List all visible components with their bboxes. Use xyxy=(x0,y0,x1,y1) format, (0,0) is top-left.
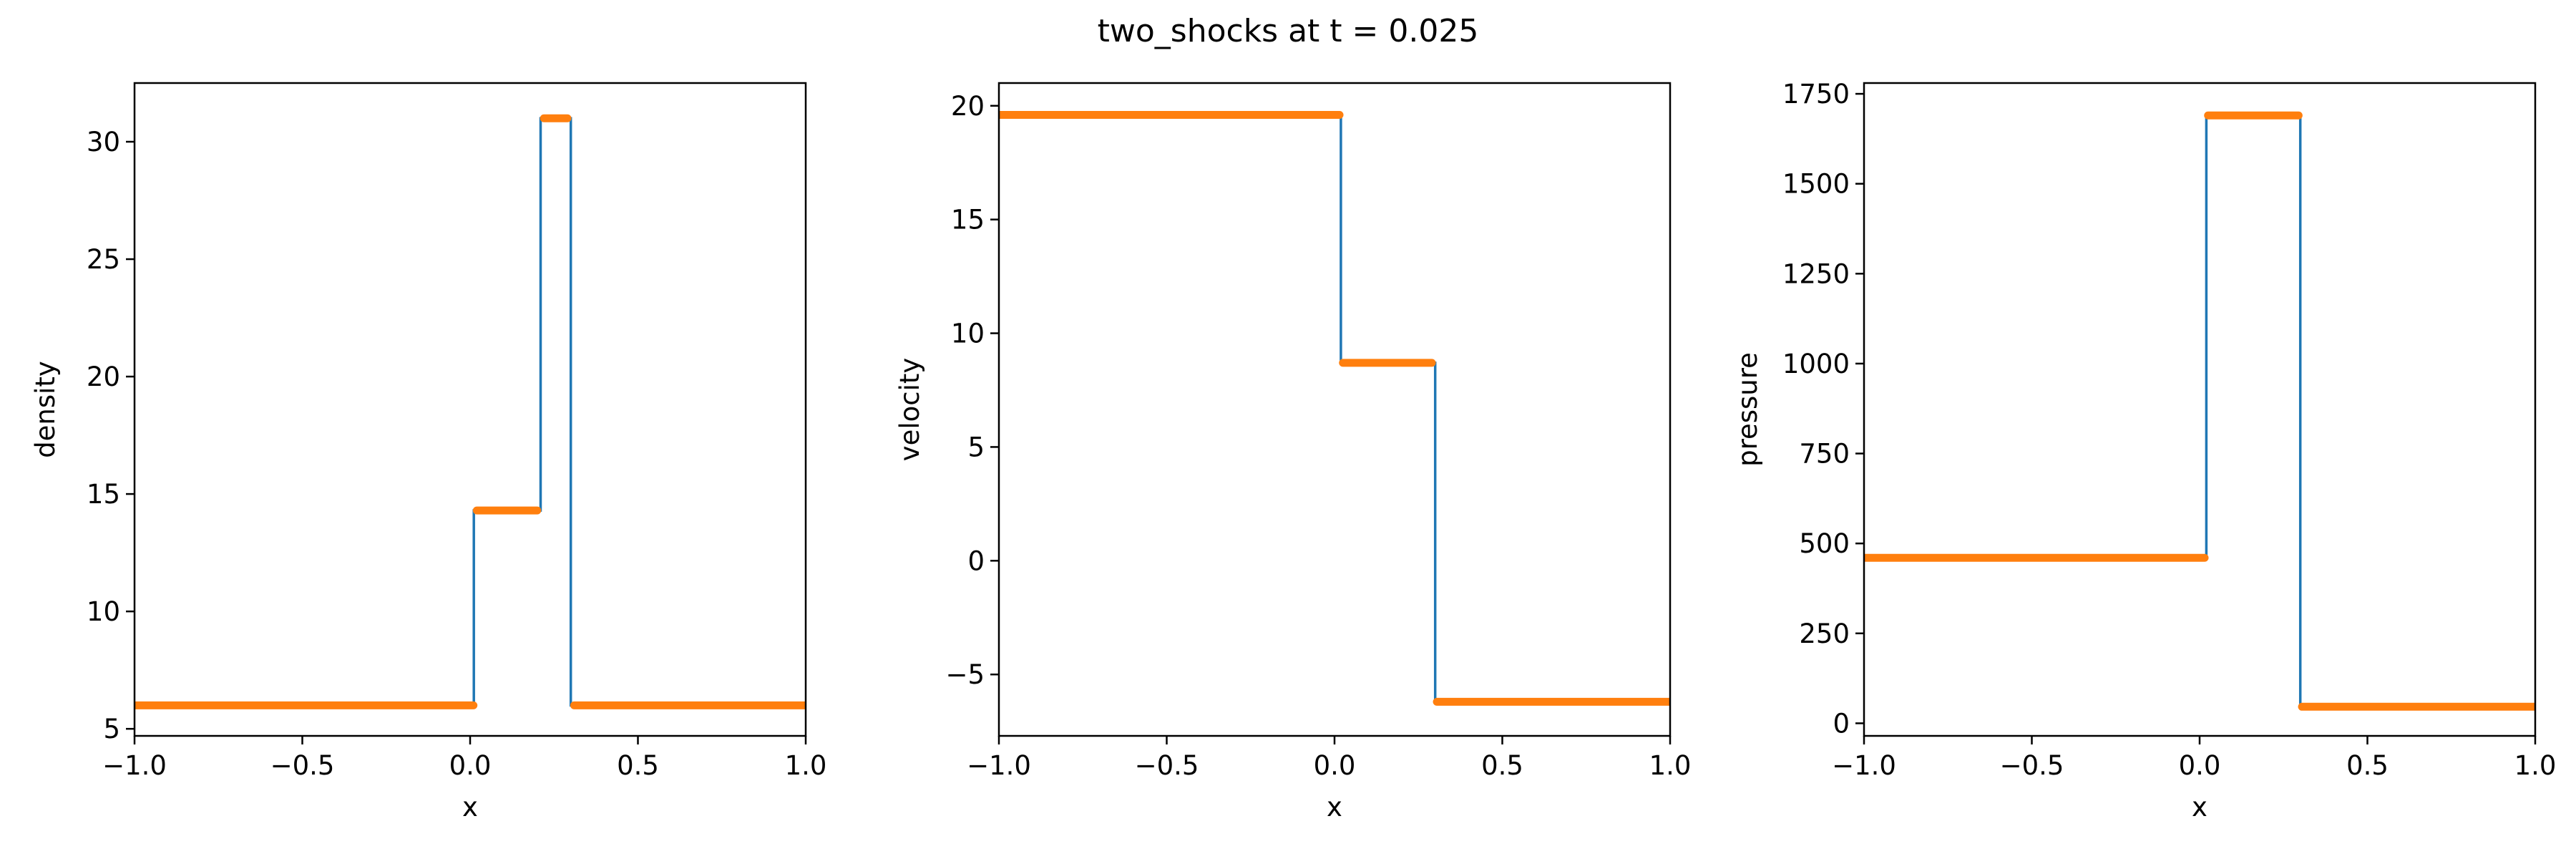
pressure-ytick-label-5: 1250 xyxy=(1782,258,1850,289)
velocity-ytick-label-4: 15 xyxy=(951,205,985,236)
velocity-ytick-label-1: 0 xyxy=(967,545,985,576)
density-exact-solution-line xyxy=(135,117,806,707)
density-xtick-label-4: 1.0 xyxy=(785,750,827,781)
velocity-xtick-label-4: 1.0 xyxy=(1649,750,1692,781)
figure-title: two_shocks at t = 0.025 xyxy=(1098,13,1479,49)
pressure-ytick-label-4: 1000 xyxy=(1782,349,1850,379)
velocity-axes-frame xyxy=(997,82,1672,737)
pressure-xtick-label-1: −0.5 xyxy=(2000,750,2064,781)
density-ytick-label-0: 5 xyxy=(103,714,120,744)
pressure-xtick-label-2: 0.0 xyxy=(2179,750,2221,781)
density-xtick-label-0: −1.0 xyxy=(102,750,167,781)
pressure-ytick-label-2: 500 xyxy=(1799,528,1850,559)
density-y-axis-label: density xyxy=(30,361,61,458)
velocity-y-axis-label: velocity xyxy=(894,358,925,462)
pressure-ytick-label-6: 1500 xyxy=(1782,169,1850,200)
velocity-ytick-label-5: 20 xyxy=(951,91,985,122)
density-x-axis-label: x xyxy=(462,792,478,822)
density-ytick-label-2: 15 xyxy=(87,479,120,510)
density-xtick-label-3: 0.5 xyxy=(617,750,659,781)
velocity-xtick-label-3: 0.5 xyxy=(1481,750,1523,781)
density-ytick-label-4: 25 xyxy=(87,244,120,275)
pressure-ytick-label-1: 250 xyxy=(1799,618,1850,649)
velocity-ytick-label-2: 5 xyxy=(967,432,985,462)
density-xtick-label-1: −0.5 xyxy=(270,750,335,781)
density-ytick-label-3: 20 xyxy=(87,361,120,392)
pressure-plot-area xyxy=(1864,111,2535,711)
velocity-ytick-label-0: −5 xyxy=(945,659,985,690)
density-subplot: −1.0 −0.5 0.0 0.5 1.0 5 10 15 20 25 30 x density xyxy=(30,82,827,822)
pressure-y-axis-label: pressure xyxy=(1732,352,1763,467)
velocity-subplot: −1.0 −0.5 0.0 0.5 1.0 −5 0 5 10 15 20 x velocity xyxy=(894,82,1692,822)
density-axes-frame xyxy=(133,82,807,737)
pressure-subplot: −1.0 −0.5 0.0 0.5 1.0 0 250 500 750 1000 1250 1500 1… xyxy=(1732,79,2556,822)
pressure-ytick-label-0: 0 xyxy=(1833,708,1850,739)
velocity-xtick-label-2: 0.0 xyxy=(1314,750,1356,781)
density-ytick-label-1: 10 xyxy=(87,596,120,627)
pressure-x-axis-label: x xyxy=(2192,792,2207,822)
pressure-xtick-label-3: 0.5 xyxy=(2346,750,2389,781)
pressure-ytick-label-7: 1750 xyxy=(1782,79,1850,110)
subplots: −1.0 −0.5 0.0 0.5 1.051015202530xdensity−1.0… xyxy=(30,79,2556,822)
velocity-x-axis-label: x xyxy=(1327,792,1342,822)
pressure-axes-frame xyxy=(1863,82,2537,737)
density-xtick-label-2: 0.0 xyxy=(449,750,492,781)
density-ytick-label-5: 30 xyxy=(87,127,120,157)
velocity-xtick-label-0: −1.0 xyxy=(967,750,1031,781)
velocity-xtick-label-1: −0.5 xyxy=(1135,750,1199,781)
velocity-plot-area xyxy=(999,110,1670,706)
velocity-exact-solution-line xyxy=(999,113,1670,704)
pressure-xtick-label-4: 1.0 xyxy=(2514,750,2557,781)
density-plot-area xyxy=(135,114,806,709)
velocity-ytick-label-3: 10 xyxy=(951,319,985,349)
pressure-xtick-label-0: −1.0 xyxy=(1832,750,1896,781)
pressure-exact-solution-line xyxy=(1864,114,2535,709)
pressure-ytick-label-3: 750 xyxy=(1799,439,1850,470)
